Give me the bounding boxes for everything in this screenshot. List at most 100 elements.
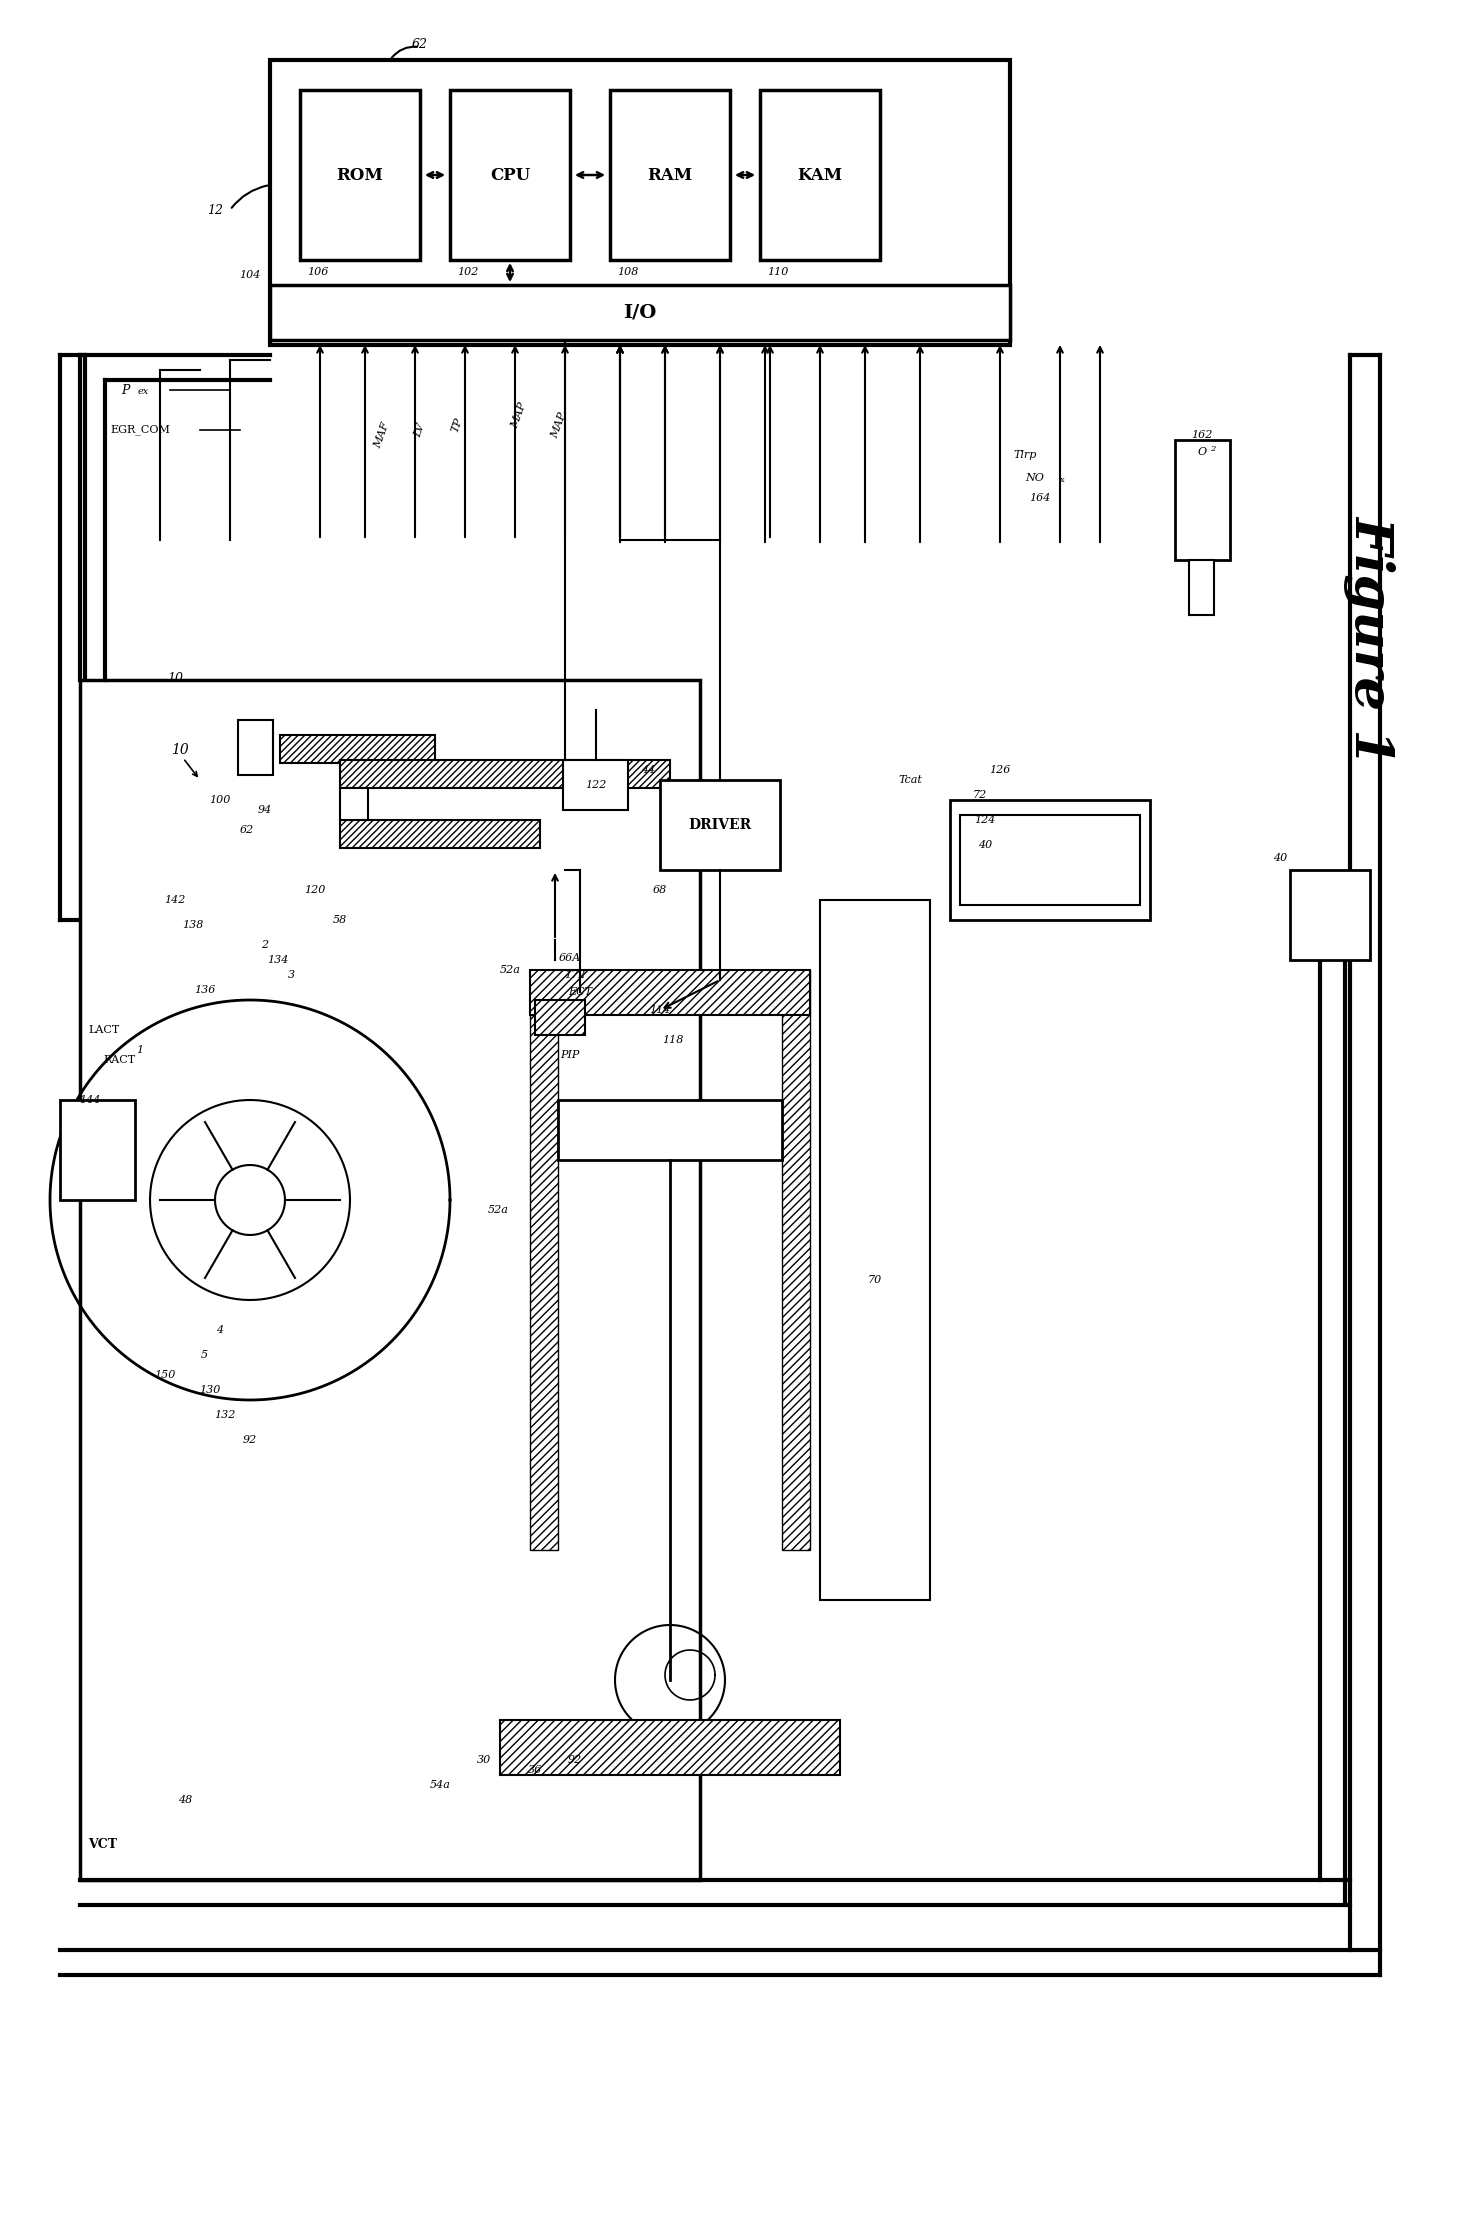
Text: 44: 44 (640, 766, 655, 775)
Text: 162: 162 (1192, 431, 1212, 440)
Text: 52a: 52a (500, 965, 521, 976)
Text: 62: 62 (412, 38, 428, 51)
Text: 2: 2 (261, 940, 268, 949)
Text: MAP: MAP (510, 400, 528, 429)
Text: 164: 164 (1030, 493, 1050, 502)
Text: 62: 62 (240, 824, 254, 835)
Bar (820, 900, 931, 1601)
Text: 126: 126 (990, 766, 1010, 775)
Text: 54a: 54a (429, 1780, 450, 1791)
Text: 40: 40 (1273, 853, 1288, 862)
Text: 48: 48 (178, 1795, 192, 1804)
Text: 70: 70 (867, 1275, 882, 1284)
Text: RAM: RAM (648, 167, 693, 183)
Bar (530, 969, 558, 1550)
Text: 108: 108 (618, 268, 639, 277)
Bar (950, 799, 1150, 920)
Bar (270, 286, 1010, 339)
Bar (450, 89, 569, 259)
Bar (530, 969, 810, 1016)
Text: RACT: RACT (103, 1054, 136, 1065)
Text: 142: 142 (164, 895, 186, 904)
Text: 40: 40 (978, 840, 993, 851)
Text: Tlrp: Tlrp (1013, 451, 1037, 460)
Text: 4: 4 (217, 1324, 224, 1335)
Text: P: P (121, 384, 130, 397)
Text: 94: 94 (258, 806, 271, 815)
Text: 122: 122 (586, 779, 606, 790)
Text: ECT: ECT (568, 987, 591, 996)
Text: CPU: CPU (490, 167, 530, 183)
Text: Tcat: Tcat (898, 775, 922, 786)
Bar (535, 1000, 586, 1036)
Text: 150: 150 (155, 1371, 176, 1380)
Text: VCT: VCT (88, 1838, 117, 1851)
Text: 1: 1 (137, 1045, 143, 1054)
Text: ex: ex (137, 389, 149, 397)
Text: 3: 3 (288, 969, 295, 980)
Bar (1189, 560, 1214, 614)
Text: 68: 68 (653, 884, 667, 895)
Bar (659, 779, 780, 871)
Text: LACT: LACT (88, 1025, 119, 1036)
Bar (960, 815, 1140, 904)
Text: MAP: MAP (550, 411, 568, 440)
Text: TP: TP (450, 415, 465, 433)
Text: 10: 10 (171, 744, 189, 757)
Text: 72: 72 (974, 790, 987, 799)
Text: 144: 144 (80, 1094, 100, 1105)
Bar (563, 759, 628, 811)
Text: 134: 134 (267, 956, 289, 965)
Text: NO: NO (1025, 473, 1044, 482)
Text: EGR_COM: EGR_COM (111, 424, 170, 435)
Text: 102: 102 (457, 268, 479, 277)
Bar (782, 969, 810, 1550)
Text: 92: 92 (243, 1436, 257, 1445)
Bar (270, 60, 1010, 346)
Text: 66A: 66A (559, 953, 581, 962)
Text: 172: 172 (565, 969, 586, 980)
Text: PIP: PIP (560, 1050, 580, 1061)
Bar (611, 89, 730, 259)
Bar (80, 681, 701, 1880)
Text: 52a: 52a (488, 1206, 509, 1215)
Text: 132: 132 (214, 1409, 236, 1420)
Text: 92: 92 (568, 1755, 583, 1764)
Text: 138: 138 (183, 920, 204, 929)
Bar (341, 759, 670, 788)
Text: O: O (1198, 447, 1207, 458)
Text: 5: 5 (201, 1351, 208, 1360)
Text: 130: 130 (199, 1384, 221, 1396)
Bar (237, 719, 273, 775)
Bar (60, 1101, 136, 1199)
Text: Figure 1: Figure 1 (1344, 516, 1395, 764)
Bar (558, 1101, 782, 1159)
Text: 118: 118 (662, 1036, 684, 1045)
Text: 100: 100 (209, 795, 230, 806)
Text: 30: 30 (476, 1755, 491, 1764)
Text: 114: 114 (649, 1005, 671, 1016)
Bar (1291, 871, 1370, 960)
Text: 106: 106 (307, 268, 329, 277)
Text: 110: 110 (767, 268, 789, 277)
Bar (500, 1719, 839, 1775)
Text: 36: 36 (528, 1764, 543, 1775)
Bar (299, 89, 420, 259)
Text: 104: 104 (239, 270, 261, 279)
Text: DRIVER: DRIVER (689, 817, 752, 833)
Text: 120: 120 (304, 884, 326, 895)
Text: 58: 58 (333, 916, 347, 924)
Text: 124: 124 (975, 815, 996, 824)
Bar (341, 788, 367, 820)
Text: ROM: ROM (336, 167, 384, 183)
Text: 136: 136 (195, 985, 215, 996)
Text: MAF: MAF (373, 420, 392, 449)
Bar (1176, 440, 1230, 560)
Text: x: x (1059, 476, 1065, 485)
Text: 10: 10 (167, 672, 183, 686)
Bar (760, 89, 881, 259)
Text: 2: 2 (1211, 444, 1215, 453)
Bar (341, 820, 540, 849)
Text: 12: 12 (207, 203, 223, 217)
Text: I/O: I/O (624, 304, 656, 322)
